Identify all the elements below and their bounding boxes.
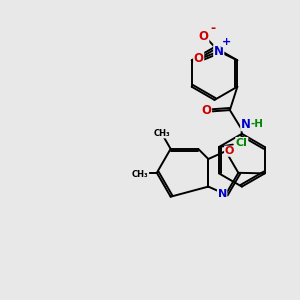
Text: -H: -H [250,119,263,129]
Text: Cl: Cl [236,137,248,148]
Text: CH₃: CH₃ [154,129,171,138]
Text: CH₃: CH₃ [132,169,148,178]
Text: O: O [199,30,209,43]
Text: N: N [218,189,227,200]
Text: O: O [225,146,234,156]
Text: -: - [210,22,215,35]
Text: +: + [222,37,231,47]
Text: N: N [241,118,251,131]
Text: O: O [202,103,212,117]
Text: N: N [214,45,224,58]
Text: O: O [194,52,204,65]
